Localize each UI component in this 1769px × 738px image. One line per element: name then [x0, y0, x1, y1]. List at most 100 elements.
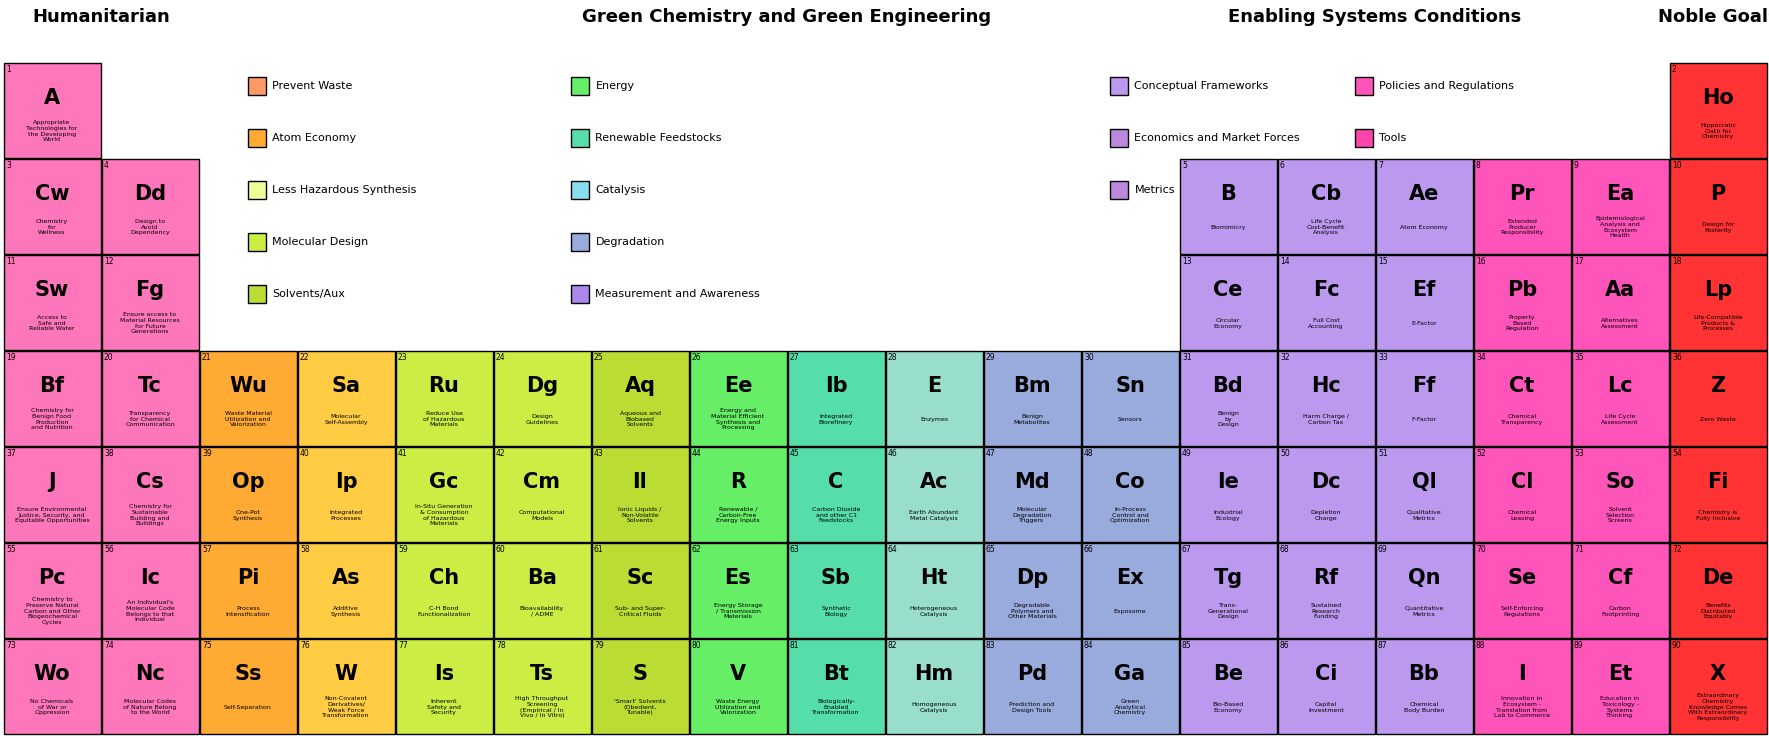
Text: Solvent
Selection
Screens: Solvent Selection Screens [1606, 507, 1635, 523]
Text: 43: 43 [594, 449, 603, 458]
Bar [690, 446, 787, 542]
Text: Energy and
Material Efficient
Synthesis and
Processing: Energy and Material Efficient Synthesis … [711, 408, 764, 430]
Text: Pc: Pc [39, 568, 65, 588]
Text: Md: Md [1014, 472, 1049, 492]
Text: 83: 83 [985, 641, 996, 650]
Text: Cm: Cm [524, 472, 561, 492]
Text: Pd: Pd [1017, 664, 1047, 684]
Text: Energy Storage
/ Transmission
Materials: Energy Storage / Transmission Materials [713, 603, 762, 619]
Text: Carbon Dioxide
and other C1
Feedstocks: Carbon Dioxide and other C1 Feedstocks [812, 507, 860, 523]
Text: Metrics: Metrics [1134, 185, 1175, 195]
Text: Bf: Bf [39, 376, 64, 396]
Text: Et: Et [1608, 664, 1633, 684]
Text: 80: 80 [692, 641, 702, 650]
Text: Ic: Ic [140, 568, 159, 588]
Text: Fg: Fg [136, 280, 165, 300]
Text: Cf: Cf [1608, 568, 1633, 588]
Text: Conceptual Frameworks: Conceptual Frameworks [1134, 81, 1268, 91]
Text: C: C [828, 472, 844, 492]
Text: Design
Guidelines: Design Guidelines [525, 414, 559, 424]
Text: Hippocratic
Oath for
Chemistry: Hippocratic Oath for Chemistry [1700, 123, 1735, 139]
Text: 4: 4 [104, 161, 110, 170]
Text: Ho: Ho [1702, 89, 1734, 108]
Text: 58: 58 [301, 545, 310, 554]
Bar [1474, 446, 1571, 542]
Text: Wu: Wu [228, 376, 267, 396]
Text: Green Chemistry and Green Engineering: Green Chemistry and Green Engineering [582, 8, 992, 26]
Text: 22: 22 [301, 353, 310, 362]
Text: Access to
Safe and
Reliable Water: Access to Safe and Reliable Water [30, 315, 74, 331]
Text: 52: 52 [1475, 449, 1486, 458]
Text: Molecular Codes
of Nature Belong
to the World: Molecular Codes of Nature Belong to the … [124, 699, 177, 715]
Text: 5: 5 [1182, 161, 1187, 170]
Text: Ensure access to
Material Resources
for Future
Generations: Ensure access to Material Resources for … [120, 312, 180, 334]
Text: Ee: Ee [724, 376, 752, 396]
Text: Pr: Pr [1509, 184, 1535, 204]
Text: 34: 34 [1475, 353, 1486, 362]
Bar [1571, 159, 1668, 253]
Bar [787, 446, 884, 542]
Bar [297, 542, 394, 638]
Bar [591, 351, 688, 446]
Text: Transparency
for Chemical
Communication: Transparency for Chemical Communication [126, 411, 175, 427]
Text: Aqueous and
Biobased
Solvents: Aqueous and Biobased Solvents [619, 411, 660, 427]
Text: Bd: Bd [1212, 376, 1244, 396]
Text: Qualitative
Metrics: Qualitative Metrics [1406, 510, 1442, 520]
Bar [787, 542, 884, 638]
Bar [1376, 638, 1472, 734]
Text: 1: 1 [5, 65, 11, 74]
Text: 70: 70 [1475, 545, 1486, 554]
Text: Tg: Tg [1214, 568, 1242, 588]
Bar [1376, 351, 1472, 446]
Text: Is: Is [433, 664, 455, 684]
Bar [1474, 638, 1571, 734]
Text: 73: 73 [5, 641, 16, 650]
Text: 11: 11 [5, 257, 16, 266]
Text: Exposome: Exposome [1114, 609, 1146, 613]
Bar [571, 181, 589, 199]
Text: Carbon
Footprinting: Carbon Footprinting [1601, 606, 1640, 616]
Text: Cs: Cs [136, 472, 165, 492]
Bar [1180, 542, 1277, 638]
Text: Renewable /
Carbon-Free
Energy Inputs: Renewable / Carbon-Free Energy Inputs [716, 507, 761, 523]
Text: Non-Covalent
Derivatives/
Weak Force
Transformation: Non-Covalent Derivatives/ Weak Force Tra… [322, 696, 370, 718]
Text: 32: 32 [1281, 353, 1290, 362]
Text: Degradation: Degradation [596, 237, 665, 247]
Text: 64: 64 [888, 545, 897, 554]
Text: Catalysis: Catalysis [596, 185, 646, 195]
Text: 19: 19 [5, 353, 16, 362]
Text: Chemistry is
Fully Inclusive: Chemistry is Fully Inclusive [1696, 510, 1741, 520]
Bar [248, 233, 265, 251]
Text: 90: 90 [1672, 641, 1682, 650]
Bar [297, 351, 394, 446]
Text: 12: 12 [104, 257, 113, 266]
Bar [984, 446, 1081, 542]
Text: 85: 85 [1182, 641, 1192, 650]
Bar [1277, 446, 1375, 542]
Text: R: R [731, 472, 747, 492]
Bar [1081, 446, 1178, 542]
Text: 21: 21 [202, 353, 212, 362]
Bar [1180, 351, 1277, 446]
Text: 33: 33 [1378, 353, 1387, 362]
Bar [200, 351, 297, 446]
Text: Molecular
Self-Assembly: Molecular Self-Assembly [324, 414, 368, 424]
Text: Self-Enforcing
Regulations: Self-Enforcing Regulations [1500, 606, 1544, 616]
Text: Bt: Bt [823, 664, 849, 684]
Bar [1670, 446, 1767, 542]
Text: 59: 59 [398, 545, 407, 554]
Bar [787, 638, 884, 734]
Text: Trans-
Generational
Design: Trans- Generational Design [1208, 603, 1249, 619]
Bar [101, 255, 198, 350]
Text: 79: 79 [594, 641, 603, 650]
Text: Design for
Posterity: Design for Posterity [1702, 221, 1734, 232]
Bar [886, 446, 982, 542]
Text: 40: 40 [301, 449, 310, 458]
Text: 77: 77 [398, 641, 407, 650]
Bar [1277, 159, 1375, 253]
Text: 56: 56 [104, 545, 113, 554]
Text: 61: 61 [594, 545, 603, 554]
Text: Sustained
Research
Funding: Sustained Research Funding [1311, 603, 1341, 619]
Text: 15: 15 [1378, 257, 1387, 266]
Bar [1474, 255, 1571, 350]
